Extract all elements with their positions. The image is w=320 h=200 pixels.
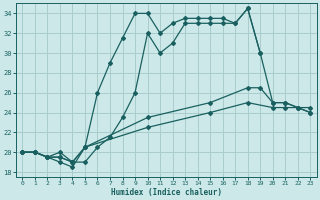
X-axis label: Humidex (Indice chaleur): Humidex (Indice chaleur) (111, 188, 222, 197)
